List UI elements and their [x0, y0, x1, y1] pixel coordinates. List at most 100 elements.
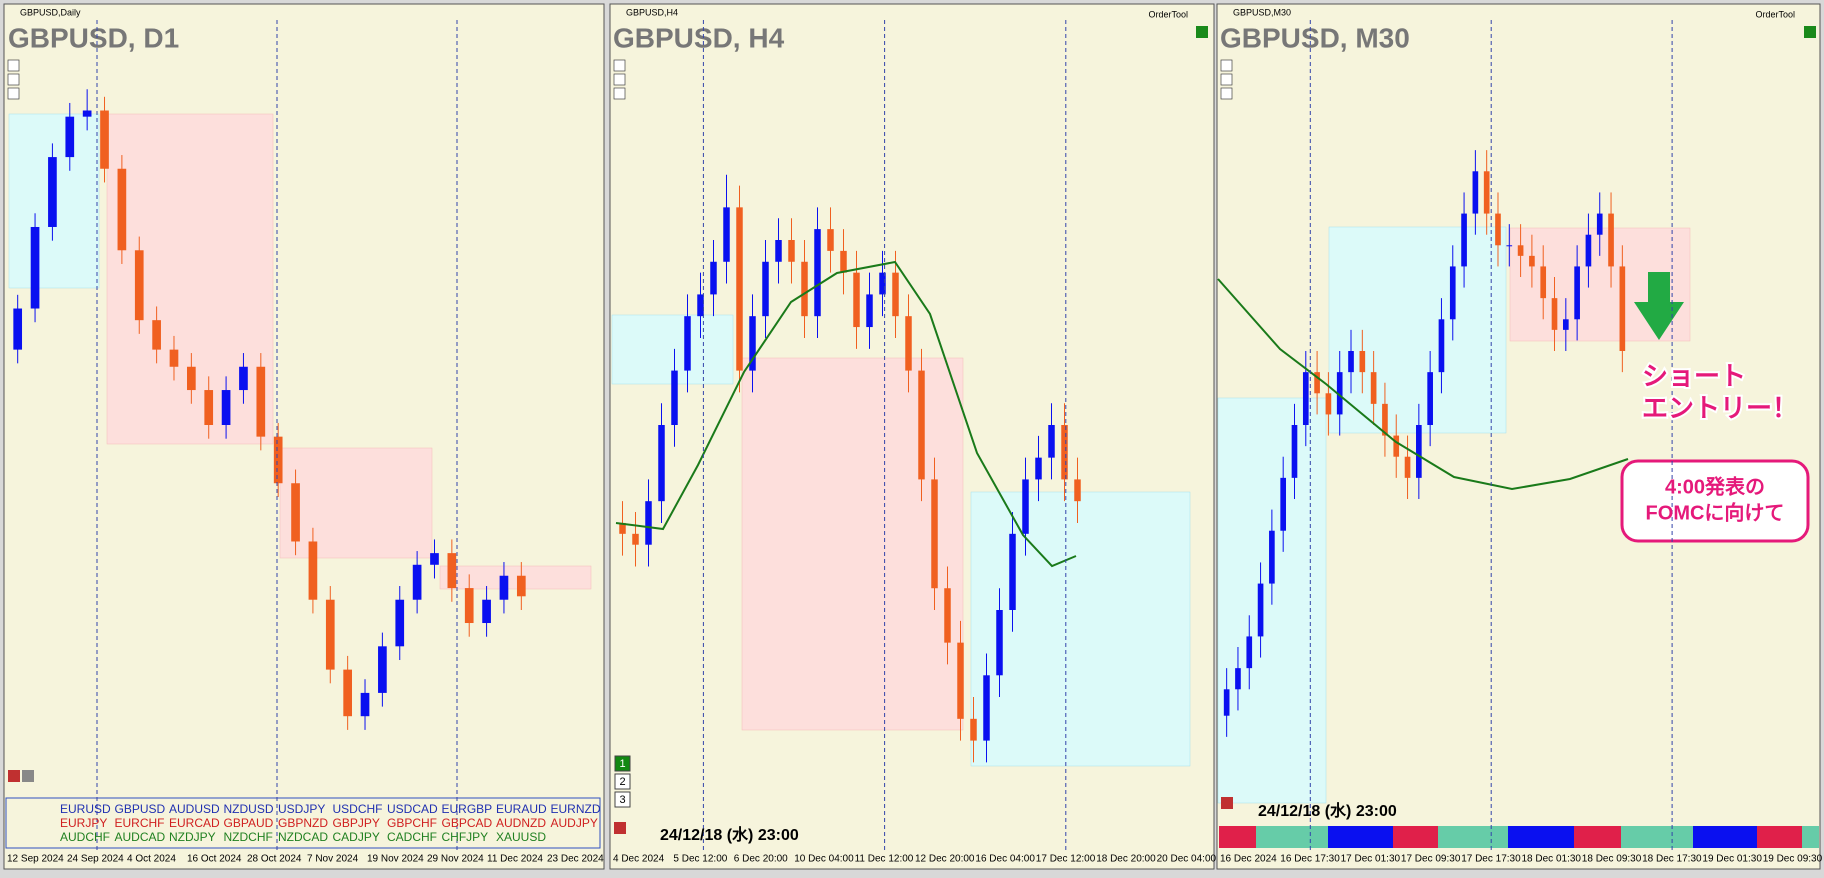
candle-body	[775, 240, 782, 262]
symbol-button[interactable]: AUDCHF	[60, 830, 110, 844]
candle-body	[204, 390, 214, 425]
tool-icon[interactable]	[1196, 26, 1208, 38]
candle-body	[684, 316, 691, 371]
marks	[13, 89, 1626, 763]
control-icon[interactable]	[1221, 797, 1233, 809]
control-icon[interactable]	[22, 770, 34, 782]
order-tool[interactable]: OrderTool	[1148, 9, 1188, 19]
symbol-button[interactable]: CADJPY	[333, 830, 380, 844]
symbol-button[interactable]: EURNZD	[551, 802, 601, 816]
candle-body	[447, 553, 457, 589]
symbol-button[interactable]: EURCAD	[169, 816, 220, 830]
candle-body	[239, 366, 248, 391]
candle-body	[412, 564, 422, 600]
candle-body	[1035, 457, 1042, 480]
candle-body	[1449, 266, 1456, 320]
level-button[interactable]	[614, 773, 631, 790]
symbol-button[interactable]: AUDJPY	[551, 816, 598, 830]
x-axis-label: 4 Oct 2024	[127, 854, 176, 865]
candle-body	[736, 207, 743, 371]
candle-body	[1061, 425, 1068, 480]
symbol-button[interactable]: NZDJPY	[169, 830, 216, 844]
zones	[8, 113, 1691, 804]
control-icon[interactable]	[8, 770, 20, 782]
level-button-label[interactable]: 3	[619, 794, 625, 806]
candle-body	[840, 250, 847, 273]
scroll-buttons[interactable]	[7, 59, 1233, 100]
candle-body	[1585, 234, 1592, 267]
symbol-button[interactable]: NZDCHF	[224, 830, 273, 844]
zone	[741, 357, 964, 731]
candle-body	[1506, 245, 1513, 247]
symbol-button[interactable]: NZDUSD	[224, 802, 274, 816]
panel-header: GBPUSD,H4	[626, 7, 678, 17]
tool-icon[interactable]	[1804, 26, 1816, 38]
symbol-button[interactable]: AUDUSD	[169, 802, 220, 816]
annotation: FOMCに向けて	[1646, 500, 1785, 524]
symbol-button[interactable]: GBPAUD	[224, 816, 274, 830]
symbol-button[interactable]: EURAUD	[496, 802, 547, 816]
control-icon[interactable]	[614, 822, 626, 834]
annotation: 4:00発表の	[1665, 474, 1765, 498]
symbol-button[interactable]: GBPJPY	[333, 816, 380, 830]
zone	[439, 565, 592, 590]
symbol-button[interactable]: EURCHF	[115, 816, 165, 830]
x-axis-label: 23 Dec 2024	[547, 854, 604, 865]
x-axis-label: 16 Dec 04:00	[975, 854, 1035, 865]
candle-body	[430, 553, 439, 565]
zone	[279, 447, 433, 559]
candle-body	[360, 692, 370, 717]
x-axis-label: 16 Dec 2024	[1220, 854, 1277, 865]
candle-body	[1427, 372, 1433, 425]
symbol-button[interactable]: AUDCAD	[115, 830, 166, 844]
candle-body	[1416, 425, 1422, 478]
x-axis-label: 7 Nov 2024	[307, 854, 359, 865]
candle-body	[632, 533, 639, 545]
candle-body	[187, 366, 196, 391]
candle-body	[1223, 689, 1230, 716]
symbol-button[interactable]: USDJPY	[278, 802, 325, 816]
symbol-button[interactable]: AUDNZD	[496, 816, 546, 830]
level-button[interactable]	[614, 791, 631, 808]
symbol-button[interactable]: GBPCHF	[387, 816, 437, 830]
x-axis-label: 18 Dec 09:30	[1582, 854, 1642, 865]
order-tool[interactable]: OrderTool	[1755, 9, 1795, 19]
symbol-button[interactable]: EURGBP	[442, 802, 493, 816]
x-axis-label: 4 Dec 2024	[613, 854, 665, 865]
symbol-button[interactable]: GBPCAD	[442, 816, 493, 830]
candle-body	[1596, 213, 1603, 235]
candle-body	[1461, 213, 1467, 267]
candle-body	[273, 436, 283, 484]
candle-body	[378, 646, 387, 693]
candle-body	[983, 675, 990, 741]
x-axis-label: 16 Dec 17:30	[1280, 854, 1340, 865]
symbol-button[interactable]: EURJPY	[60, 816, 107, 830]
timestamp: 24/12/18 (水) 23:00	[660, 825, 799, 844]
x-axis-label: 18 Dec 17:30	[1642, 854, 1702, 865]
candle-body	[853, 272, 860, 328]
symbol-button[interactable]: USDCHF	[333, 802, 383, 816]
x-axis-label: 5 Dec 12:00	[673, 854, 727, 865]
symbol-button[interactable]: GBPNZD	[278, 816, 328, 830]
symbol-button[interactable]: USDCAD	[387, 802, 438, 816]
candle-body	[801, 261, 808, 317]
candle-body	[931, 479, 938, 589]
level-button[interactable]	[614, 755, 631, 772]
down-arrow	[1634, 272, 1684, 340]
candle-body	[13, 308, 23, 350]
symbol-button[interactable]: NZDCAD	[278, 830, 328, 844]
level-button-label[interactable]: 1	[619, 758, 625, 770]
symbol-button[interactable]: GBPUSD	[115, 802, 166, 816]
symbol-button[interactable]: CHFJPY	[442, 830, 489, 844]
level-button-label[interactable]: 2	[619, 776, 625, 788]
candle-body	[117, 168, 127, 251]
x-axis-label: 19 Nov 2024	[367, 854, 424, 865]
zone	[970, 491, 1191, 767]
candle-body	[905, 316, 912, 371]
candle-body	[1574, 266, 1580, 320]
symbol-button[interactable]: EURUSD	[60, 802, 111, 816]
symbol-button[interactable]: XAUUSD	[496, 830, 546, 844]
symbol-button[interactable]: CADCHF	[387, 830, 437, 844]
candle-body	[788, 240, 795, 262]
